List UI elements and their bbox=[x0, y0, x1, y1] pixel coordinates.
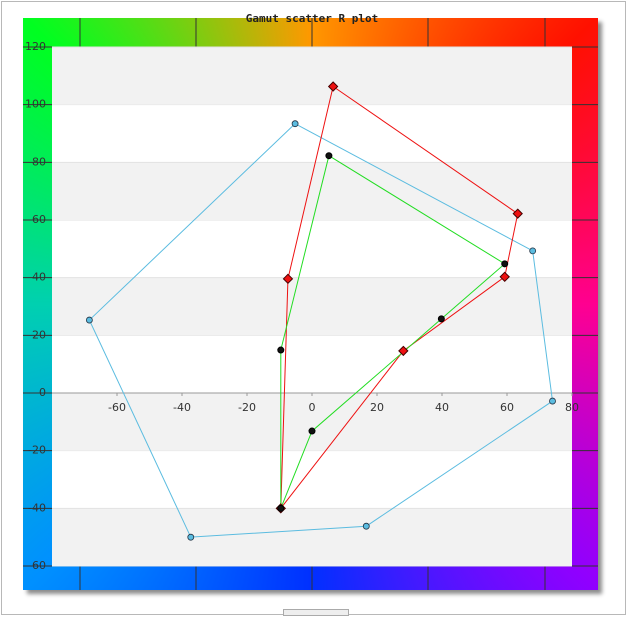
x-tick-label: 0 bbox=[309, 401, 316, 414]
point bbox=[398, 345, 409, 357]
grid-band bbox=[52, 162, 572, 220]
grid-band bbox=[52, 393, 572, 451]
point bbox=[529, 247, 537, 255]
grid-band bbox=[52, 277, 572, 336]
y-tick-label: -20 bbox=[28, 444, 46, 457]
y-tick-label: -60 bbox=[28, 559, 46, 572]
point bbox=[277, 504, 285, 512]
y-tick-label: 80 bbox=[32, 155, 46, 168]
point bbox=[282, 273, 294, 285]
point bbox=[362, 522, 370, 530]
y-tick-label: -40 bbox=[28, 501, 46, 514]
x-tick-label: 20 bbox=[370, 401, 384, 414]
point bbox=[187, 533, 195, 541]
y-tick-label: 100 bbox=[25, 98, 46, 111]
point bbox=[501, 260, 509, 268]
y-tick-label: 20 bbox=[32, 328, 46, 341]
scrollbar[interactable] bbox=[283, 609, 349, 616]
y-tick-label: 120 bbox=[25, 40, 46, 53]
x-tick-label: 40 bbox=[435, 401, 449, 414]
point bbox=[549, 397, 556, 405]
point bbox=[308, 427, 316, 435]
point bbox=[327, 81, 339, 92]
point bbox=[499, 271, 510, 283]
x-tick-label: -40 bbox=[173, 401, 191, 414]
point bbox=[512, 208, 523, 219]
point bbox=[291, 120, 299, 128]
x-tick-label: 80 bbox=[565, 401, 579, 414]
point bbox=[277, 346, 285, 354]
y-tick-label: 60 bbox=[32, 213, 46, 226]
point bbox=[85, 316, 93, 324]
point bbox=[437, 315, 445, 323]
x-tick-label: 60 bbox=[500, 401, 514, 414]
y-tick-label: 40 bbox=[32, 271, 46, 284]
grid-band bbox=[52, 47, 572, 105]
y-tick-label: 0 bbox=[39, 386, 46, 399]
grid-band bbox=[52, 508, 572, 566]
point bbox=[325, 152, 333, 160]
x-tick-label: -20 bbox=[238, 401, 256, 414]
x-tick-label: -60 bbox=[108, 401, 126, 414]
